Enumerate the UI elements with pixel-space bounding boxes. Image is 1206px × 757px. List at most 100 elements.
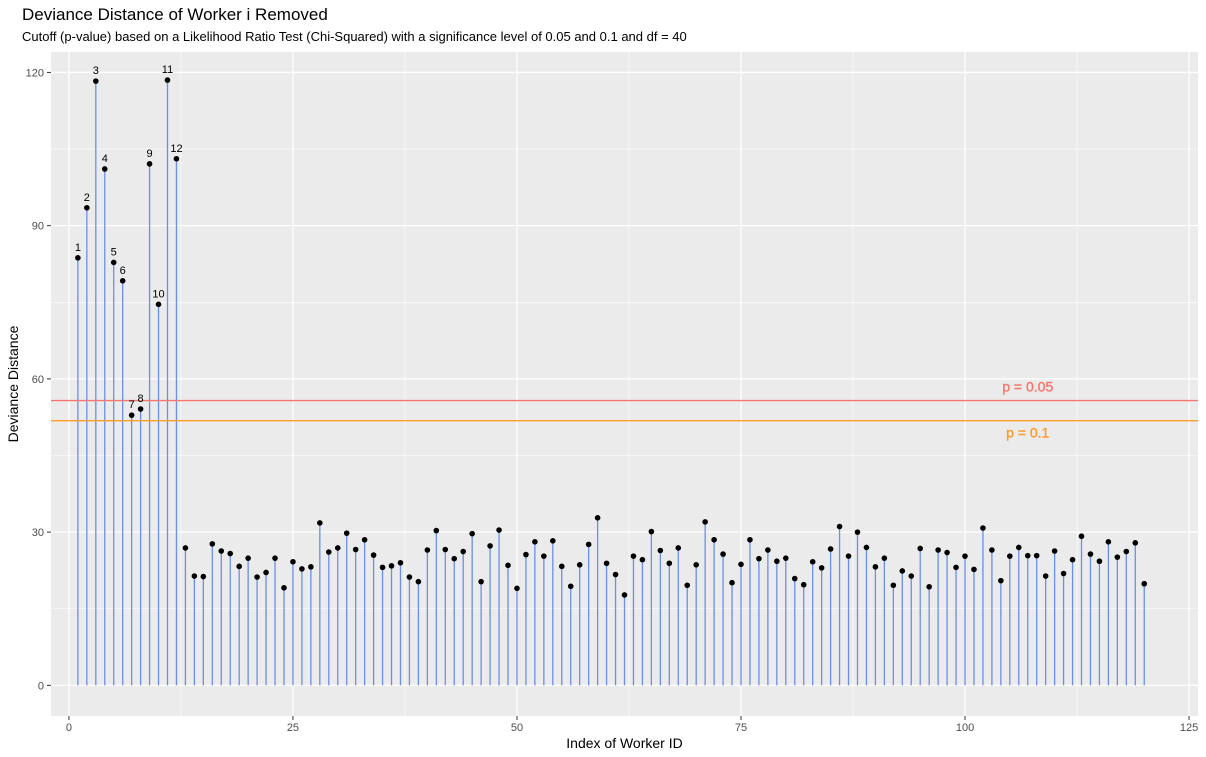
data-point <box>191 573 198 579</box>
data-point <box>451 555 458 562</box>
reference-line-label: p = 0.1 <box>1006 425 1049 441</box>
data-point <box>541 553 547 559</box>
data-point <box>720 551 726 557</box>
data-point <box>1132 540 1139 546</box>
data-point <box>657 547 664 554</box>
y-tick-label: 0 <box>38 680 44 692</box>
data-point <box>1042 573 1049 579</box>
data-point <box>1051 548 1058 554</box>
point-label: 4 <box>102 153 108 165</box>
data-point <box>1069 556 1076 563</box>
stems <box>77 80 1145 686</box>
data-point <box>245 555 251 561</box>
data-point <box>361 536 368 543</box>
data-point <box>352 546 359 553</box>
data-point <box>827 546 834 552</box>
data-point <box>585 541 592 548</box>
data-point <box>684 582 691 589</box>
point-label: 8 <box>138 393 144 405</box>
point-label: 2 <box>84 192 90 204</box>
points <box>75 77 1148 598</box>
data-point <box>263 569 269 576</box>
data-point <box>872 564 879 570</box>
data-point <box>630 553 637 559</box>
data-point <box>926 583 932 590</box>
data-point <box>460 548 467 555</box>
data-point <box>675 545 682 551</box>
data-point <box>84 204 90 211</box>
x-tick-label: 75 <box>735 722 747 734</box>
data-point <box>836 523 843 530</box>
data-point <box>702 519 708 525</box>
y-tick-label: 90 <box>32 221 44 233</box>
data-point <box>639 556 646 563</box>
chart-title: Deviance Distance of Worker i Removed <box>22 5 328 24</box>
data-point <box>487 543 493 549</box>
data-point <box>845 553 852 559</box>
data-point <box>128 412 135 418</box>
data-point <box>1114 554 1121 560</box>
data-point <box>155 301 162 308</box>
data-point <box>164 77 171 83</box>
data-point <box>218 548 225 554</box>
data-point <box>809 558 816 565</box>
data-point <box>532 539 538 545</box>
y-tick-label: 30 <box>32 527 44 539</box>
point-label: 3 <box>93 65 99 77</box>
data-point <box>603 560 610 567</box>
data-point <box>962 553 968 559</box>
data-point <box>953 564 959 571</box>
data-point <box>209 541 216 547</box>
data-point <box>1087 551 1094 557</box>
data-point <box>550 538 556 544</box>
data-point <box>648 528 655 535</box>
data-point <box>334 545 341 551</box>
x-tick-label: 0 <box>66 722 72 734</box>
data-point <box>290 558 296 565</box>
data-point <box>1007 553 1013 559</box>
point-label: 10 <box>152 288 164 300</box>
data-point <box>388 563 395 569</box>
point-label: 9 <box>147 148 153 160</box>
x-tick-label: 25 <box>287 722 299 734</box>
data-point <box>1105 539 1112 545</box>
data-point <box>101 166 108 172</box>
data-point <box>299 566 305 572</box>
data-point <box>594 515 601 521</box>
data-point <box>558 563 565 570</box>
data-point <box>93 78 99 84</box>
data-point <box>621 592 628 598</box>
data-point <box>1123 548 1130 555</box>
data-point <box>137 406 144 412</box>
x-tick-label: 125 <box>1180 722 1198 734</box>
data-point <box>989 547 995 553</box>
data-point <box>971 566 977 573</box>
grid-minor <box>51 52 1198 716</box>
data-point <box>899 568 906 574</box>
data-point <box>514 585 520 592</box>
data-point <box>917 545 924 552</box>
data-point <box>612 571 619 578</box>
data-point <box>782 555 789 561</box>
data-point <box>227 550 234 557</box>
data-point <box>711 536 717 543</box>
data-point <box>818 565 825 571</box>
data-point <box>505 562 511 569</box>
data-point <box>182 545 189 551</box>
point-label: 12 <box>170 143 182 155</box>
reference-lines: p = 0.05 p = 0.1 <box>51 378 1198 441</box>
data-point <box>1141 580 1148 587</box>
data-point <box>442 546 449 553</box>
data-point <box>1024 552 1031 559</box>
data-point <box>693 562 699 568</box>
data-point <box>576 562 583 568</box>
data-point <box>1078 533 1085 540</box>
data-point <box>317 520 323 526</box>
data-point <box>236 563 242 570</box>
data-point <box>1060 570 1067 577</box>
data-point <box>281 584 287 591</box>
data-point <box>325 549 332 555</box>
data-point <box>800 581 807 588</box>
